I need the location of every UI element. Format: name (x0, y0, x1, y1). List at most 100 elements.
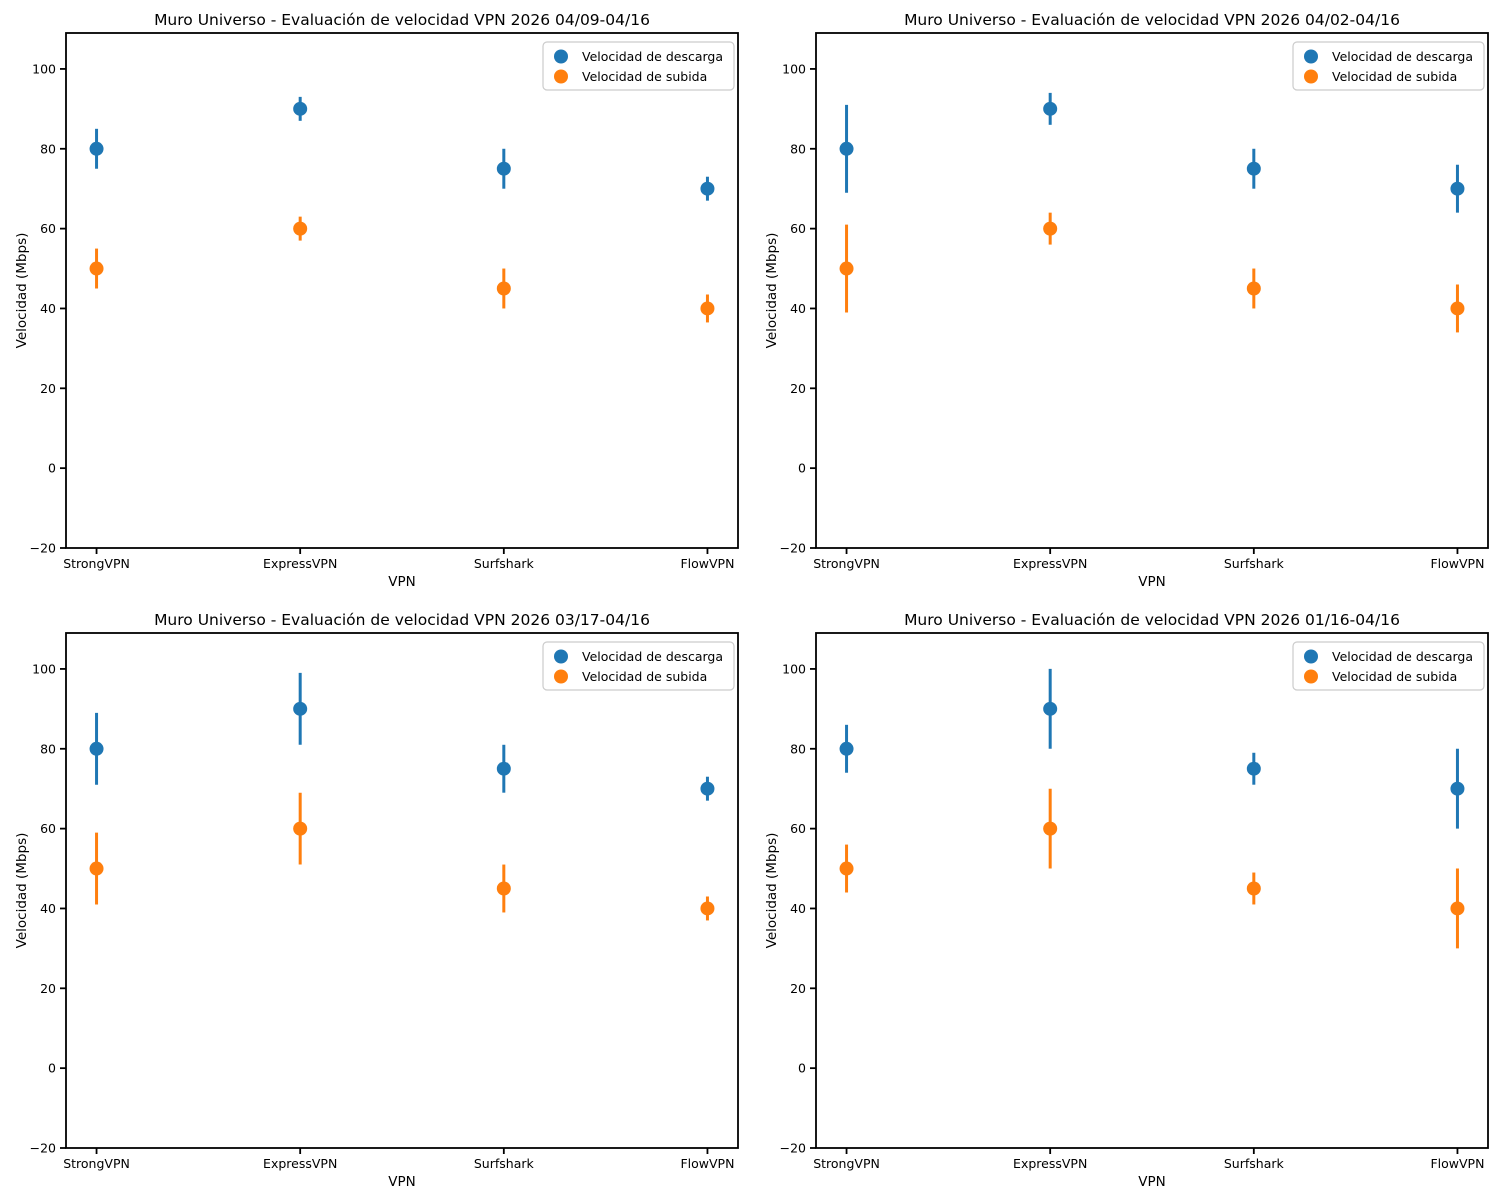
data-point (700, 301, 715, 316)
data-point (89, 741, 104, 756)
data-point (839, 261, 854, 276)
x-tick-label: Surfshark (1224, 556, 1285, 571)
subplot-bottom-left: Muro Universo - Evaluación de velocidad … (0, 600, 750, 1200)
legend-marker (554, 69, 568, 84)
x-axis-label: VPN (1138, 1174, 1165, 1190)
subplot-bottom-right: Muro Universo - Evaluación de velocidad … (750, 600, 1500, 1200)
x-tick-label: ExpressVPN (1013, 556, 1087, 571)
x-tick-label: StrongVPN (63, 556, 130, 571)
y-tick-label: 20 (40, 981, 56, 996)
x-tick-label: Surfshark (474, 556, 535, 571)
data-point (1246, 281, 1261, 296)
data-point (700, 781, 715, 796)
legend-label: Velocidad de descarga (582, 649, 723, 664)
data-point (700, 181, 715, 196)
legend-label: Velocidad de subida (582, 69, 707, 84)
data-point (293, 701, 308, 716)
legend-label: Velocidad de descarga (582, 49, 723, 64)
data-point (839, 741, 854, 756)
y-tick-label: 0 (798, 461, 806, 476)
legend-marker (554, 669, 568, 684)
legend (1292, 41, 1485, 91)
y-tick-label: −20 (780, 1141, 806, 1156)
x-tick-label: StrongVPN (63, 1156, 130, 1171)
y-tick-label: 60 (40, 821, 56, 836)
y-tick-label: 40 (790, 901, 806, 916)
y-tick-label: 100 (782, 661, 806, 676)
data-point (839, 141, 854, 156)
y-tick-label: 100 (782, 61, 806, 76)
y-tick-label: 60 (790, 821, 806, 836)
data-point (1043, 821, 1058, 836)
x-tick-label: ExpressVPN (263, 1156, 337, 1171)
chart-svg-2: Muro Universo - Evaluación de velocidad … (14, 611, 739, 1190)
y-tick-label: 80 (40, 141, 56, 156)
y-tick-label: 0 (798, 1061, 806, 1076)
data-point (1450, 301, 1465, 316)
chart-title: Muro Universo - Evaluación de velocidad … (904, 611, 1400, 629)
data-point (1450, 901, 1465, 916)
x-tick-label: FlowVPN (680, 556, 734, 571)
data-point (89, 141, 104, 156)
data-point (293, 821, 308, 836)
chart-svg-3: Muro Universo - Evaluación de velocidad … (764, 611, 1489, 1190)
y-tick-label: 0 (48, 461, 56, 476)
chart-svg-1: Muro Universo - Evaluación de velocidad … (764, 11, 1489, 590)
y-tick-label: 0 (48, 1061, 56, 1076)
data-point (1450, 781, 1465, 796)
y-axis-label: Velocidad (Mbps) (764, 833, 780, 949)
data-point (1043, 101, 1058, 116)
legend-marker (1304, 69, 1318, 84)
x-axis-label: VPN (1138, 574, 1165, 590)
legend (542, 641, 735, 691)
y-tick-label: 60 (40, 221, 56, 236)
legend (1292, 641, 1485, 691)
y-axis-label: Velocidad (Mbps) (14, 833, 30, 949)
legend-marker (1304, 669, 1318, 684)
legend (542, 41, 735, 91)
data-point (496, 761, 511, 776)
plot-area (815, 632, 1489, 1149)
legend-marker (1304, 649, 1318, 664)
y-tick-label: −20 (30, 541, 56, 556)
data-point (1246, 161, 1261, 176)
y-tick-label: 80 (40, 741, 56, 756)
legend-label: Velocidad de subida (1332, 669, 1457, 684)
y-axis-label: Velocidad (Mbps) (764, 233, 780, 349)
data-point (496, 161, 511, 176)
plot-area (65, 32, 739, 549)
data-point (1246, 761, 1261, 776)
y-tick-label: 20 (790, 381, 806, 396)
data-point (1246, 881, 1261, 896)
legend-marker (1304, 49, 1318, 64)
chart-title: Muro Universo - Evaluación de velocidad … (154, 11, 650, 29)
data-point (1043, 221, 1058, 236)
x-tick-label: Surfshark (1224, 1156, 1285, 1171)
data-point (293, 221, 308, 236)
legend-label: Velocidad de subida (582, 669, 707, 684)
chart-title: Muro Universo - Evaluación de velocidad … (904, 11, 1400, 29)
y-tick-label: 40 (40, 901, 56, 916)
data-point (496, 881, 511, 896)
subplot-top-right: Muro Universo - Evaluación de velocidad … (750, 0, 1500, 600)
legend-label: Velocidad de subida (1332, 69, 1457, 84)
legend-marker (554, 49, 568, 64)
x-tick-label: FlowVPN (1430, 1156, 1484, 1171)
y-tick-label: 100 (32, 61, 56, 76)
y-tick-label: −20 (780, 541, 806, 556)
x-tick-label: ExpressVPN (1013, 1156, 1087, 1171)
y-tick-label: 80 (790, 741, 806, 756)
y-tick-label: 20 (40, 381, 56, 396)
x-tick-label: StrongVPN (813, 556, 880, 571)
x-tick-label: Surfshark (474, 1156, 535, 1171)
subplot-top-left: Muro Universo - Evaluación de velocidad … (0, 0, 750, 600)
data-point (496, 281, 511, 296)
data-point (1450, 181, 1465, 196)
plot-area (65, 632, 739, 1149)
data-point (89, 861, 104, 876)
chart-title: Muro Universo - Evaluación de velocidad … (154, 611, 650, 629)
y-tick-label: 60 (790, 221, 806, 236)
y-tick-label: 100 (32, 661, 56, 676)
data-point (1043, 701, 1058, 716)
y-tick-label: 80 (790, 141, 806, 156)
